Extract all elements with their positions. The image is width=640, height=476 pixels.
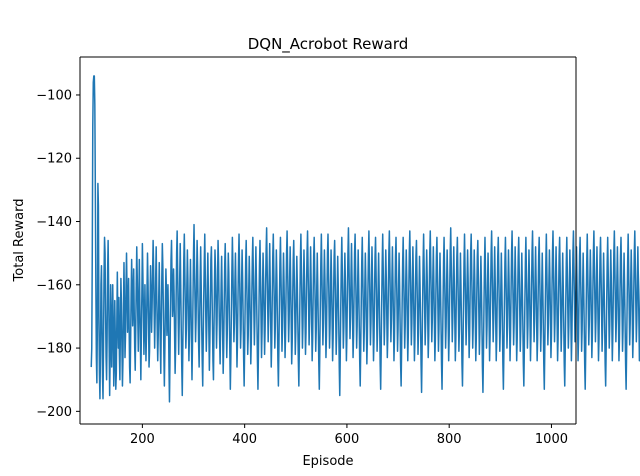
x-tick-label: 400 [232, 432, 257, 447]
x-tick-label: 1000 [535, 432, 568, 447]
axes-frame [79, 56, 577, 425]
y-tick-label: −180 [36, 342, 72, 357]
x-tick-label: 600 [335, 432, 360, 447]
y-tick-label: −200 [36, 405, 72, 420]
y-axis-ticks: −100 −120 −140 −160 −180 −200 [36, 88, 80, 420]
x-axis-label: Episode [302, 454, 353, 469]
x-tick-label: 800 [437, 432, 462, 447]
y-axis-label: Total Reward [12, 199, 27, 283]
y-tick-label: −140 [36, 215, 72, 230]
y-tick-label: −100 [36, 88, 72, 103]
series-layer [90, 75, 640, 403]
reward-series-line-0 [90, 75, 640, 403]
y-tick-label: −120 [36, 152, 72, 167]
chart-title: DQN_Acrobot Reward [248, 35, 409, 54]
x-tick-label: 200 [130, 432, 155, 447]
x-axis-ticks: 200 400 600 800 1000 [130, 424, 568, 447]
y-tick-label: −160 [36, 278, 72, 293]
